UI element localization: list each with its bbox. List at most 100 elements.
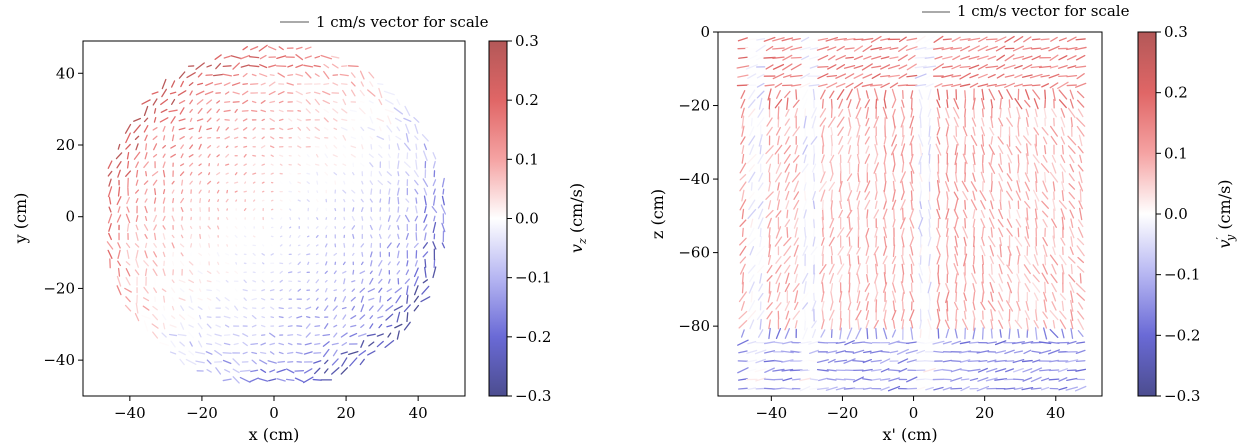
velocity-vector: [919, 282, 922, 293]
velocity-vector: [918, 172, 923, 182]
velocity-vector: [179, 288, 185, 293]
velocity-vector: [883, 89, 887, 100]
velocity-vector: [135, 143, 139, 151]
velocity-vector: [387, 224, 391, 231]
velocity-vector: [1069, 226, 1075, 239]
velocity-vector: [816, 368, 829, 372]
velocity-vector: [252, 208, 256, 211]
velocity-vector: [179, 341, 185, 347]
velocity-vector: [215, 62, 222, 70]
x-tick-label: 0: [909, 404, 919, 422]
velocity-vector: [125, 261, 131, 266]
velocity-vector: [289, 234, 292, 238]
velocity-vector: [861, 83, 873, 88]
velocity-vector: [143, 286, 149, 294]
velocity-vector: [942, 386, 952, 391]
velocity-vector: [839, 200, 843, 210]
velocity-vector: [892, 219, 896, 228]
velocity-vector: [316, 217, 319, 220]
velocity-vector: [954, 144, 958, 156]
velocity-vector: [883, 318, 887, 330]
velocity-vector: [1076, 99, 1085, 108]
x-tick-label: −20: [827, 404, 859, 422]
velocity-vector: [915, 35, 926, 44]
velocity-vector: [918, 244, 923, 258]
velocity-vector: [934, 83, 943, 88]
velocity-vector: [343, 180, 346, 185]
velocity-vector: [160, 108, 168, 113]
velocity-vector: [313, 64, 321, 68]
velocity-vector: [415, 152, 418, 159]
velocity-vector: [207, 234, 211, 239]
velocity-vector: [278, 46, 284, 51]
velocity-vector: [749, 246, 755, 256]
velocity-vector: [1049, 328, 1059, 339]
velocity-vector: [315, 306, 319, 310]
velocity-vector: [1040, 38, 1050, 41]
velocity-vector: [774, 172, 782, 183]
velocity-vector: [1006, 181, 1013, 192]
velocity-vector: [1067, 256, 1076, 264]
velocity-vector: [964, 144, 967, 156]
velocity-vector: [875, 181, 878, 192]
velocity-vector: [243, 172, 247, 176]
velocity-vector: [918, 301, 923, 311]
velocity-vector: [809, 47, 819, 50]
velocity-vector: [990, 136, 994, 145]
velocity-vector: [116, 214, 122, 223]
velocity-vector: [350, 81, 356, 87]
velocity-vector: [819, 108, 827, 118]
velocity-vector: [297, 288, 301, 292]
velocity-vector: [825, 37, 839, 42]
velocity-vector: [179, 243, 185, 248]
velocity-vector: [1076, 90, 1085, 99]
velocity-vector: [737, 387, 748, 390]
velocity-vector: [775, 210, 782, 218]
velocity-vector: [772, 63, 785, 70]
velocity-vector: [370, 260, 373, 267]
velocity-vector: [350, 136, 356, 140]
velocity-vector: [801, 292, 809, 302]
velocity-vector: [880, 368, 890, 373]
velocity-vector: [343, 278, 346, 285]
velocity-vector: [861, 37, 874, 41]
velocity-vector: [198, 171, 203, 176]
velocity-vector: [403, 321, 411, 331]
velocity-vector: [826, 378, 837, 381]
velocity-vector: [297, 181, 302, 184]
velocity-vector: [298, 217, 301, 220]
velocity-vector: [891, 199, 897, 210]
velocity-vector: [1068, 173, 1075, 182]
velocity-vector: [117, 143, 121, 150]
velocity-vector: [739, 245, 747, 256]
velocity-vector: [394, 287, 403, 294]
velocity-vector: [322, 341, 330, 347]
velocity-vector: [834, 359, 848, 363]
velocity-vector: [964, 199, 967, 210]
velocity-vector: [1075, 54, 1086, 61]
velocity-vector: [162, 277, 166, 286]
velocity-vector: [1078, 200, 1084, 210]
plot-frame-2: [717, 31, 1103, 397]
velocity-vector: [980, 245, 986, 257]
velocity-vector: [325, 261, 328, 266]
velocity-vector: [269, 351, 275, 355]
velocity-vector: [206, 127, 213, 131]
velocity-vector: [827, 358, 836, 364]
velocity-vector: [837, 126, 844, 137]
velocity-vector: [324, 144, 328, 149]
velocity-vector: [990, 227, 993, 238]
velocity-vector: [116, 275, 122, 287]
velocity-vector: [754, 368, 767, 373]
velocity-vector: [171, 134, 175, 142]
velocity-vector: [954, 217, 959, 229]
velocity-vector: [180, 305, 185, 312]
velocity-vector: [162, 322, 166, 330]
velocity-vector: [287, 127, 294, 130]
velocity-vector: [875, 172, 878, 182]
velocity-vector: [1057, 368, 1068, 373]
velocity-vector: [441, 242, 446, 249]
velocity-vector: [919, 329, 922, 338]
velocity-vector: [170, 116, 176, 124]
